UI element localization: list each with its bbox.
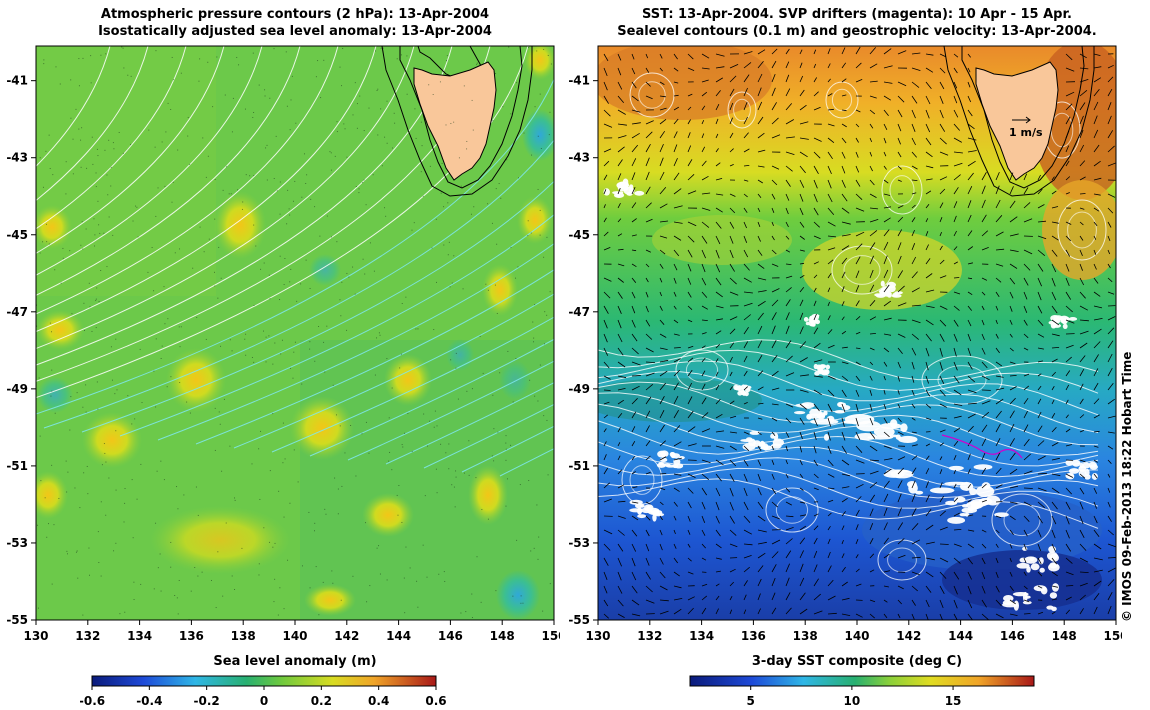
- y-tick-label: -51: [568, 459, 590, 473]
- y-tick-label: -53: [568, 536, 590, 550]
- left-title-line1: Atmospheric pressure contours (2 hPa): 1…: [100, 7, 490, 22]
- sst-map: 1 m/s 130132134136138140142144146148150 …: [568, 45, 1122, 643]
- left-map-plot-area: [36, 46, 554, 620]
- x-tick-label: 150: [1103, 629, 1122, 643]
- pressure-contours: [36, 46, 554, 477]
- x-tick-label: 136: [179, 629, 204, 643]
- x-tick-label: 148: [1052, 629, 1077, 643]
- x-tick-label: 140: [282, 629, 307, 643]
- right-x-axis: 130 132 134 136 138 140 142 144 146 148 150: [585, 620, 1122, 643]
- sst-colorbar: 5 10 15: [689, 675, 1035, 708]
- colorbar-tick-label: 15: [945, 694, 962, 708]
- velocity-scale-label: 1 m/s: [1009, 126, 1043, 139]
- x-tick-label: 140: [844, 629, 869, 643]
- x-tick-label: 142: [334, 629, 359, 643]
- x-tick-label: 130: [585, 629, 610, 643]
- left-map-title: Atmospheric pressure contours (2 hPa): 1…: [36, 6, 554, 40]
- x-tick-label: 138: [793, 629, 818, 643]
- colorbar-tick-label: 5: [747, 694, 755, 708]
- y-tick-label: -53: [6, 536, 28, 550]
- x-tick-label: 138: [231, 629, 256, 643]
- copyright-notice: © IMOS 09-Feb-2013 18:22 Hobart Time: [1120, 351, 1134, 622]
- left-colorbar-label: Sea level anomaly (m): [213, 654, 377, 669]
- x-tick-label: 132: [637, 629, 662, 643]
- x-tick-label: 144: [386, 629, 411, 643]
- left-x-axis: 130 132 134 136 138 140 142 144 146 148 150: [23, 620, 560, 643]
- colorbar-tick-label: 0.6: [425, 694, 446, 708]
- y-tick-label: -55: [6, 613, 28, 627]
- tasmania-land: [975, 61, 1059, 181]
- y-tick-label: -55: [568, 613, 590, 627]
- colorbar-tick-label: -0.4: [136, 694, 162, 708]
- right-y-axis: -41 -43 -45 -47 -49 -51 -53 -55: [568, 74, 598, 627]
- colorbar-tick-label: 0.2: [311, 694, 332, 708]
- y-tick-label: -41: [568, 74, 590, 88]
- x-tick-label: 150: [541, 629, 560, 643]
- y-tick-label: -47: [568, 305, 590, 319]
- colorbar-tick-label: 0: [260, 694, 268, 708]
- x-tick-label: 134: [689, 629, 714, 643]
- sea-level-anomaly-map: 130 132 134 136 138 140 142 144 146 148 150 -41 -43…: [6, 45, 560, 643]
- x-tick-label: 130: [23, 629, 48, 643]
- right-title-line1: SST: 13-Apr-2004. SVP drifters (magenta)…: [642, 7, 1072, 22]
- colorbar-tick-label: -0.2: [194, 694, 220, 708]
- y-tick-label: -49: [568, 382, 590, 396]
- right-colorbar-label: 3-day SST composite (deg C): [751, 654, 963, 669]
- velocity-scale: 1 m/s: [1009, 116, 1043, 139]
- y-tick-label: -45: [568, 228, 590, 242]
- x-tick-label: 134: [127, 629, 152, 643]
- y-tick-label: -47: [6, 305, 28, 319]
- y-tick-label: -41: [6, 74, 28, 88]
- svp-drifter-track: [941, 434, 1023, 459]
- x-tick-label: 148: [490, 629, 515, 643]
- right-map-plot-area: 1 m/s: [598, 46, 1116, 620]
- left-title-line2: Isostatically adjusted sea level anomaly…: [98, 24, 492, 39]
- y-tick-label: -45: [6, 228, 28, 242]
- y-tick-label: -51: [6, 459, 28, 473]
- right-title-line2: Sealevel contours (0.1 m) and geostrophi…: [617, 24, 1097, 39]
- colorbar-tick-label: 10: [844, 694, 861, 708]
- colorbar-tick-label: 0.4: [368, 694, 389, 708]
- y-tick-label: -43: [568, 151, 590, 165]
- x-tick-label: 146: [438, 629, 463, 643]
- x-tick-label: 144: [948, 629, 973, 643]
- x-tick-label: 142: [896, 629, 921, 643]
- left-y-axis: -41 -43 -45 -47 -49 -51 -53 -55: [6, 74, 36, 627]
- x-tick-label: 132: [75, 629, 100, 643]
- y-tick-label: -49: [6, 382, 28, 396]
- x-tick-label: 146: [1000, 629, 1025, 643]
- right-map-title: SST: 13-Apr-2004. SVP drifters (magenta)…: [598, 6, 1116, 40]
- colorbar-tick-label: -0.6: [80, 694, 105, 708]
- y-tick-label: -43: [6, 151, 28, 165]
- geostrophic-velocity-arrows: [603, 46, 1116, 620]
- x-tick-label: 136: [741, 629, 766, 643]
- sea-level-colorbar: -0.6 -0.4 -0.2 0 0.2 0.4 0.6: [80, 675, 447, 708]
- tasmania-land: [413, 61, 497, 181]
